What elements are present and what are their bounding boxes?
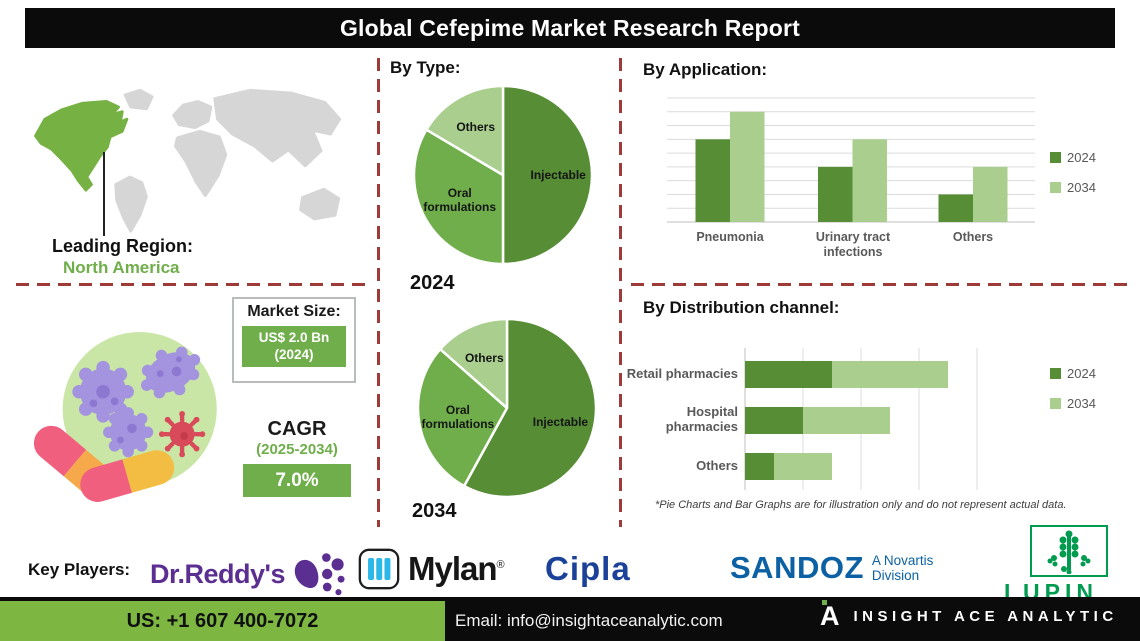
germ-icon [72,346,201,458]
legend-swatch-2024 [1050,152,1061,163]
hbar-hospital-pharmacies-2034 [803,407,890,434]
hbar-hospital-pharmacies-2024 [745,407,803,434]
pie-2024-caption: 2024 [410,272,455,294]
legend-label-2024: 2024 [1067,366,1096,381]
medicine-illustration [33,332,217,502]
map-north-america [34,100,129,192]
bar-others-2034 [973,166,1008,222]
category-label-others: Others [952,230,994,244]
logo-lupin: LUPIN [1004,525,1140,606]
footer-email[interactable]: Email: info@insightaceanalytic.com [455,611,723,630]
mylan-registered-mark: ® [496,559,505,571]
by-application-heading: By Application: [643,60,768,79]
by-type-heading: By Type: [390,58,461,77]
logo-cipla: Cipla [545,550,631,587]
pie-slice-others [438,317,509,410]
category-label-pneumonia: Pneumonia [696,230,764,244]
map-south-america [114,175,148,233]
dr-reddys-icon [294,553,345,596]
logo-dr-reddys: Dr.Reddy's [150,548,353,600]
mylan-icon [358,548,400,590]
bar-pneumonia-2024 [695,139,730,222]
chart-disclaimer: *Pie Charts and Bar Graphs are for illus… [655,499,1067,511]
leading-region-label: Leading Region: [52,236,193,256]
map-greenland [123,88,154,111]
divider-vertical-left [377,58,380,527]
dr-reddys-wordmark: Dr.Reddy's [150,558,285,589]
map-australia [299,187,341,221]
legend-swatch-2024 [1050,368,1061,379]
application-bar-chart [667,97,1035,223]
legend-swatch-2034 [1050,398,1061,409]
legend-label-2034: 2034 [1067,396,1096,411]
pie-slice-others [425,84,505,177]
hbar-others-2034 [774,453,832,480]
row-label-retail: Retail pharmacies [626,366,738,381]
cagr-value: 7.0% [243,464,351,497]
key-players-label: Key Players: [28,560,131,579]
lupin-tree-box [1030,525,1108,577]
legend-label-2024: 2024 [1067,150,1096,165]
row-label-others: Others [696,458,738,473]
bar-others-2024 [938,194,973,222]
world-map [34,88,342,233]
lupin-tree-icon [1047,530,1091,574]
divider-horizontal-right [631,283,1133,286]
market-size-label: Market Size: [247,303,341,320]
market-size-value: US$ 2.0 Bn (2024) [242,326,346,367]
cagr-period: (2025-2034) [256,441,338,458]
footer-phone-block: US: +1 607 400-7072 [0,601,445,641]
distribution-legend-2024: 2024 [1050,366,1096,381]
distribution-bar-chart [744,348,978,490]
virus-icon [158,411,206,458]
cagr-label: CAGR [267,418,327,440]
pie-slice-oral-formulations [416,347,509,488]
by-distribution-heading: By Distribution channel: [643,298,840,317]
logo-sandoz: SANDOZ A Novartis Division [730,550,933,586]
cagr-block: CAGR (2025-2034) 7.0% [239,418,355,497]
logo-mylan: Mylan® [358,548,505,590]
sandoz-division-text: A Novartis Division [871,553,934,583]
sandoz-wordmark: SANDOZ [730,550,864,585]
legend-swatch-2034 [1050,182,1061,193]
hbar-retail-pharmacies-2034 [832,361,948,388]
pie-chart-2024: Injectable Oral formulations Others [411,83,595,267]
title-bar: Global Cefepime Market Research Report [25,8,1115,48]
category-label-uti: Urinary tract infections [815,230,891,259]
divider-horizontal-left [16,283,372,286]
application-legend-2034: 2034 [1050,180,1096,195]
mylan-wordmark: Mylan® [408,550,505,587]
divider-vertical-right [619,58,622,527]
insight-ace-a-icon: A [820,600,840,631]
pie-2034-caption: 2034 [412,500,457,522]
market-size-year: (2024) [274,347,314,362]
market-size-amount: US$ 2.0 Bn [258,330,330,345]
map-europe [172,100,213,129]
distribution-legend-2034: 2034 [1050,396,1096,411]
legend-label-2034: 2034 [1067,180,1096,195]
map-asia [213,88,342,168]
bar-urinary-tract-infections-2024 [818,166,853,222]
hbar-retail-pharmacies-2024 [745,361,832,388]
hbar-others-2024 [745,453,774,480]
footer-phone: US: +1 607 400-7072 [126,609,319,632]
page-title: Global Cefepime Market Research Report [339,14,801,41]
insight-ace-logo: A INSIGHT ACE ANALYTIC [820,600,1118,631]
row-label-hospital: Hospital pharmacies [665,404,738,434]
bar-urinary-tract-infections-2034 [852,139,887,222]
application-legend-2024: 2024 [1050,150,1096,165]
map-africa [174,129,228,198]
market-size-box: Market Size: US$ 2.0 Bn (2024) [232,297,356,383]
bar-pneumonia-2034 [730,111,765,222]
pie-slice-injectable [501,84,594,266]
map-leader-line [103,152,105,236]
logo-dot [822,600,827,605]
leading-region-value: North America [63,258,180,277]
pie-slice-injectable [462,317,598,499]
capsule-icon [33,425,175,502]
pie-chart-2034: Injectable Oral formulations Others [415,316,599,500]
insight-ace-wordmark: INSIGHT ACE ANALYTIC [853,608,1118,625]
